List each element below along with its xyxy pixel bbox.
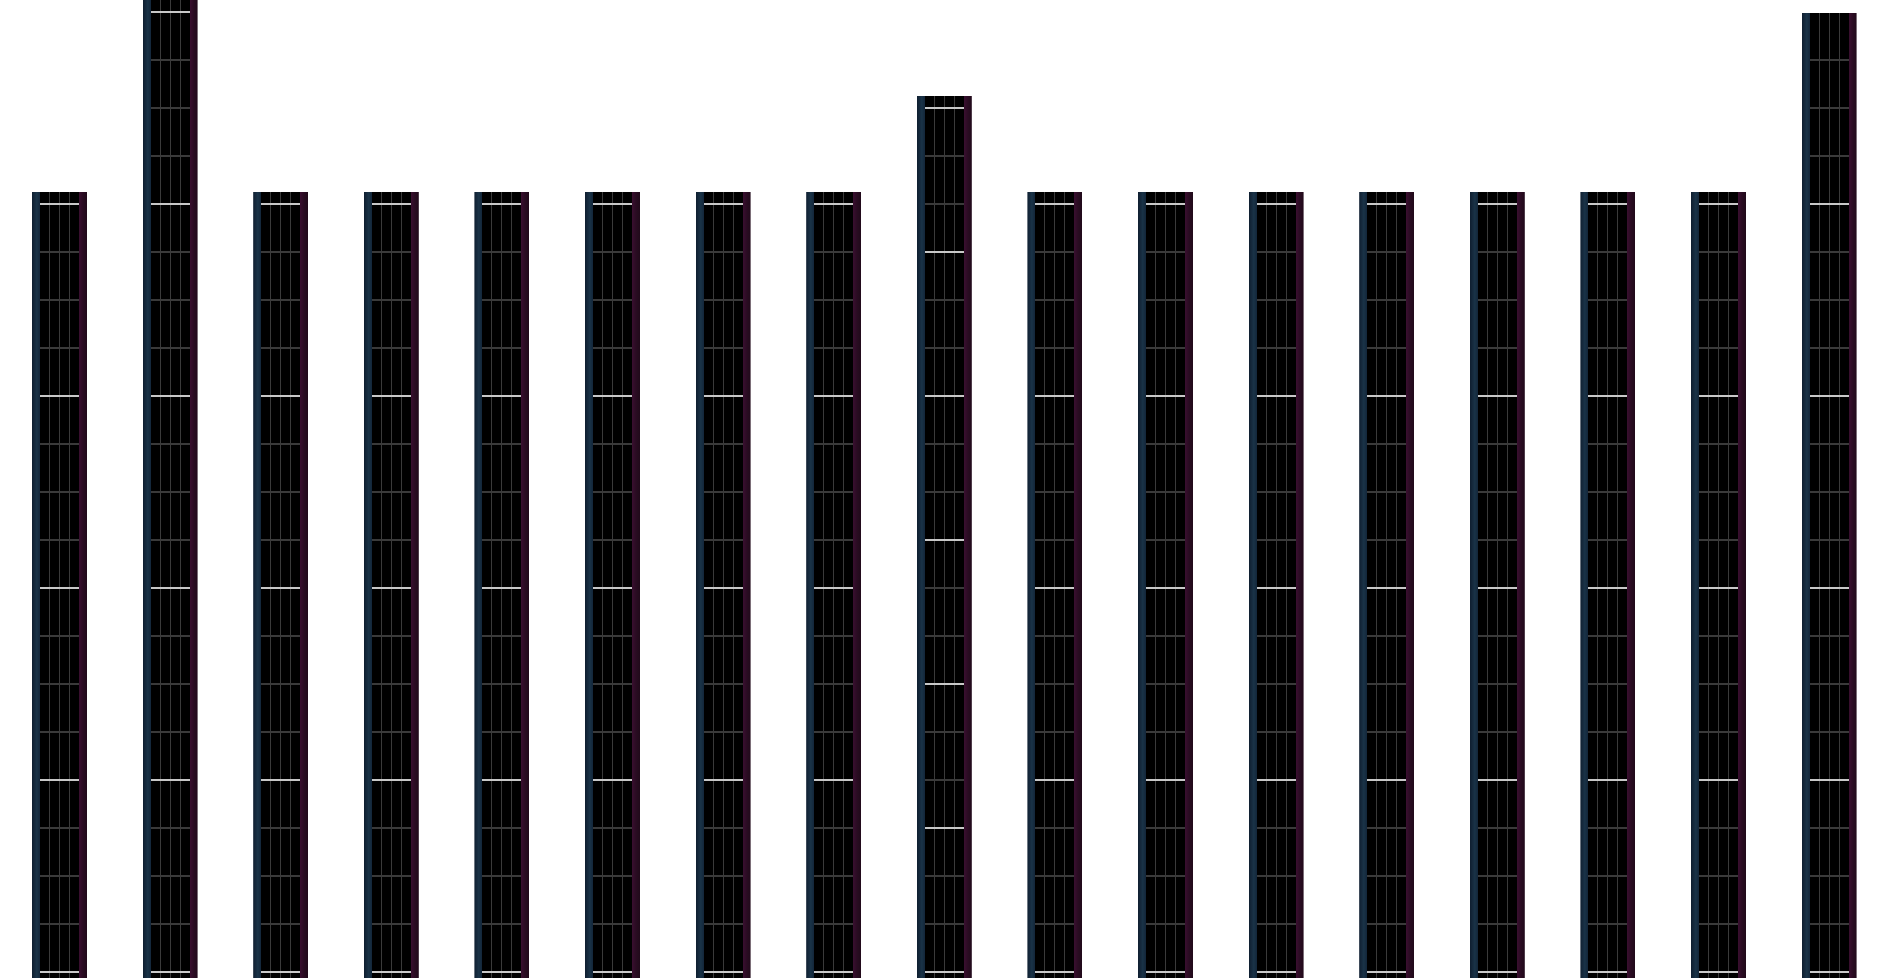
bar-left-edge [142,0,151,978]
bar-right-edge [521,192,530,978]
bar-body [703,192,743,978]
bar-8 [806,192,862,978]
bar-major-lines [150,0,190,978]
bar-left-edge [474,192,483,978]
bar-right-edge [1406,192,1415,978]
bar-11 [1138,192,1193,978]
bar-major-lines [1477,192,1517,978]
bar-major-lines [261,192,301,978]
bar-right-edge [1516,192,1525,978]
bar-left-edge [1138,192,1146,978]
bar-17 [1801,13,1857,978]
bar-right-edge [410,192,419,978]
bar-9 [916,96,972,978]
bar-right-edge [1848,13,1857,978]
bar-body [1367,192,1407,978]
bar-body [371,192,411,978]
bar-14 [1469,192,1525,978]
bar-5 [474,192,530,978]
bar-major-lines [1256,192,1296,978]
bar-left-edge [253,192,262,978]
bar-13 [1359,192,1415,978]
bar-left-edge [1248,192,1257,978]
bar-4 [363,192,419,978]
bar-major-lines [924,96,964,978]
bar-right-edge [632,192,640,978]
bar-major-lines [1699,192,1738,978]
bar-6 [585,192,640,978]
bar-body [593,192,632,978]
bar-left-edge [1027,192,1036,978]
bar-major-lines [1035,192,1075,978]
bar-major-lines [40,192,79,978]
bar-body [40,192,79,978]
bar-body [1256,192,1296,978]
bar-left-edge [1359,192,1368,978]
bar-right-edge [742,192,751,978]
bar-body [1588,192,1628,978]
bar-body [814,192,854,978]
bar-major-lines [593,192,632,978]
bar-major-lines [1809,13,1849,978]
bar-left-edge [1469,192,1478,978]
bar-3 [253,192,309,978]
bar-left-edge [32,192,40,978]
bar-left-edge [363,192,372,978]
bar-body [1809,13,1849,978]
bar-15 [1580,192,1636,978]
bar-left-edge [1801,13,1810,978]
bar-major-lines [1588,192,1628,978]
bar-body [482,192,522,978]
bar-major-lines [1367,192,1407,978]
bar-left-edge [585,192,593,978]
bar-body [1477,192,1517,978]
bar-body [261,192,301,978]
bar-right-edge [79,192,87,978]
bar-left-edge [916,96,925,978]
bar-right-edge [1074,192,1083,978]
bar-10 [1027,192,1083,978]
bar-body [924,96,964,978]
bar-body [1035,192,1075,978]
bar-1 [32,192,87,978]
bar-major-lines [482,192,522,978]
bar-left-edge [695,192,704,978]
bar-major-lines [1146,192,1185,978]
bar-right-edge [1295,192,1304,978]
bar-right-edge [1738,192,1746,978]
bar-major-lines [371,192,411,978]
bar-body [1699,192,1738,978]
bar-major-lines [814,192,854,978]
bar-right-edge [1627,192,1636,978]
bar-body [150,0,190,978]
bar-2 [142,0,198,978]
bar-right-edge [963,96,972,978]
bar-major-lines [703,192,743,978]
bar-left-edge [806,192,815,978]
bar-right-edge [1185,192,1193,978]
bar-right-edge [189,0,198,978]
bar-left-edge [1691,192,1699,978]
bar-body [1146,192,1185,978]
bar-right-edge [300,192,309,978]
bar-left-edge [1580,192,1589,978]
bar-16 [1691,192,1746,978]
bar-12 [1248,192,1304,978]
bar-7 [695,192,751,978]
bar-right-edge [853,192,862,978]
